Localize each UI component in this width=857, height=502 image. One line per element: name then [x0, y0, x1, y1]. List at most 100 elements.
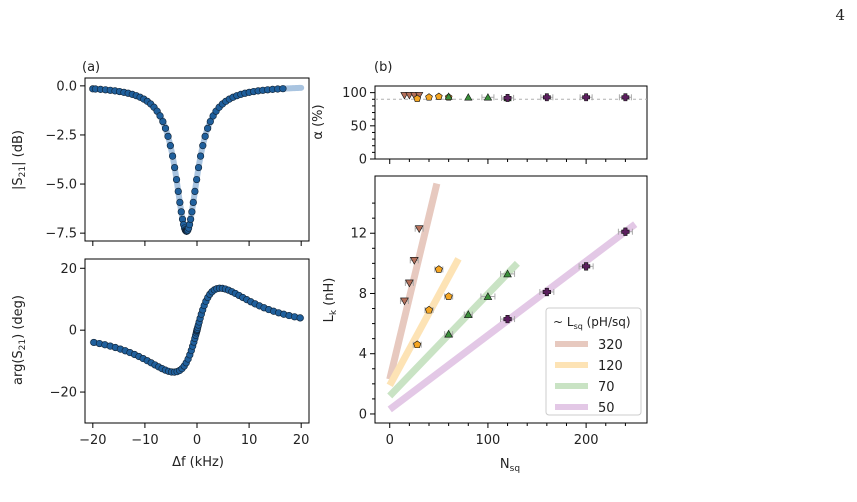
data-point — [191, 187, 199, 196]
y-tick-label: 0.0 — [56, 79, 77, 94]
fit-lines — [386, 182, 638, 413]
data-point-120 — [413, 94, 422, 102]
data-point-50 — [542, 287, 551, 297]
fit-line-50 — [387, 221, 638, 413]
data-point-50 — [621, 227, 630, 236]
x-tick-label: −20 — [79, 433, 106, 448]
x-axis-label: Δf (kHz) — [172, 455, 224, 470]
plot-area — [375, 92, 647, 102]
panel-label-a: (a) — [82, 60, 100, 75]
fit-line-120 — [386, 257, 462, 388]
y-tick-label: 0 — [359, 153, 367, 168]
data-point — [159, 117, 167, 126]
data-point — [168, 152, 177, 160]
data-point — [156, 112, 164, 120]
data-point-120 — [425, 93, 433, 101]
y-tick-label: 20 — [60, 262, 77, 277]
data-point-70 — [463, 310, 473, 318]
y-axis-label: Lk (nH) — [322, 278, 339, 323]
y-ticks: 0.0 −2.5 −5.0 −7.5 — [45, 79, 302, 246]
y-axis-label: α (%) — [311, 104, 326, 139]
data-point — [279, 85, 287, 93]
data-point — [199, 142, 207, 150]
fit-line-70 — [387, 260, 520, 399]
x-tick-label: 20 — [293, 433, 310, 448]
data-point — [193, 175, 201, 184]
panel-a-top: (a) 0.0 −2.5 −5.0 −7.5 |S21| (dB) — [11, 60, 310, 246]
legend: ~ Lsq (pH/sq) 320 120 70 50 — [545, 307, 642, 416]
x-tick-label: −10 — [131, 433, 158, 448]
data-point-320 — [409, 257, 419, 265]
legend-label-120: 120 — [598, 359, 623, 374]
page-number: 4 — [835, 6, 845, 24]
data-point-120 — [444, 292, 453, 300]
y-axis-label: |S21| (dB) — [11, 130, 28, 190]
plot-area — [89, 84, 305, 236]
data-point-50 — [503, 314, 512, 324]
x-tick-label: 0 — [386, 433, 394, 448]
y-tick-label: −7.5 — [45, 227, 77, 242]
data-point — [296, 314, 304, 322]
data-point — [206, 117, 214, 126]
legend-title: ~ Lsq (pH/sq) — [553, 315, 631, 331]
x-tick-label: 100 — [476, 433, 501, 448]
data-point — [194, 163, 203, 172]
axes-frame — [374, 175, 648, 424]
data-point — [187, 215, 195, 223]
data-point-50 — [542, 93, 551, 102]
data-point-320 — [400, 92, 409, 100]
data-point — [174, 187, 182, 196]
data-point-120 — [425, 305, 433, 314]
data-point-50 — [582, 93, 591, 102]
x-axis-label: Nsq — [500, 457, 520, 474]
data-point — [188, 208, 196, 216]
axes-frame — [374, 85, 648, 160]
data-point — [204, 124, 212, 132]
data-point — [177, 208, 185, 216]
panel-b-top: (b) 100 50 0 α (%) — [311, 60, 648, 168]
y-tick-label: 100 — [342, 86, 367, 101]
data-point-320 — [414, 225, 424, 234]
legend-label-320: 320 — [598, 338, 623, 353]
plot-area — [89, 284, 305, 376]
y-tick-label: 0 — [69, 324, 77, 339]
y-tick-label: 12 — [350, 227, 367, 242]
data-point — [166, 142, 174, 150]
y-tick-label: −20 — [50, 386, 77, 401]
data-point — [176, 198, 184, 207]
y-tick-label: 0 — [359, 407, 367, 422]
y-tick-label: −5.0 — [45, 178, 77, 193]
y-axis-label: arg(S21) (deg) — [11, 295, 28, 385]
axis-ticks: 20 0 −20 −20 −10 0 10 20 — [50, 262, 310, 448]
data-point-320 — [400, 297, 409, 306]
data-point-70 — [464, 93, 473, 101]
y-ticks: 100 50 0 — [342, 86, 626, 168]
data-point-50 — [621, 93, 630, 102]
data-point — [171, 163, 179, 172]
data-point-120 — [435, 92, 443, 100]
data-point — [189, 198, 197, 207]
data-point-50 — [582, 262, 591, 271]
legend-label-50: 50 — [598, 401, 615, 416]
panel-label-b: (b) — [374, 60, 392, 75]
y-tick-label: 8 — [359, 287, 367, 302]
data-point — [196, 152, 205, 160]
fit-band — [89, 84, 305, 236]
panel-a-bottom: 20 0 −20 −20 −10 0 10 20 arg(S21) (deg) Δf (kHz… — [11, 258, 310, 470]
data-point-120 — [413, 340, 422, 349]
y-tick-label: −2.5 — [45, 128, 77, 143]
data-point — [164, 132, 172, 140]
data-point-120 — [434, 265, 443, 273]
data-point-320 — [405, 92, 414, 100]
data-point-70 — [483, 292, 493, 300]
x-tick-label: 0 — [193, 433, 201, 448]
data-point-70 — [503, 269, 512, 278]
data-point-70 — [444, 329, 453, 338]
data-point — [172, 175, 181, 184]
x-tick-label: 200 — [574, 433, 599, 448]
data-point-320 — [405, 279, 414, 288]
data-point-70 — [483, 93, 493, 101]
